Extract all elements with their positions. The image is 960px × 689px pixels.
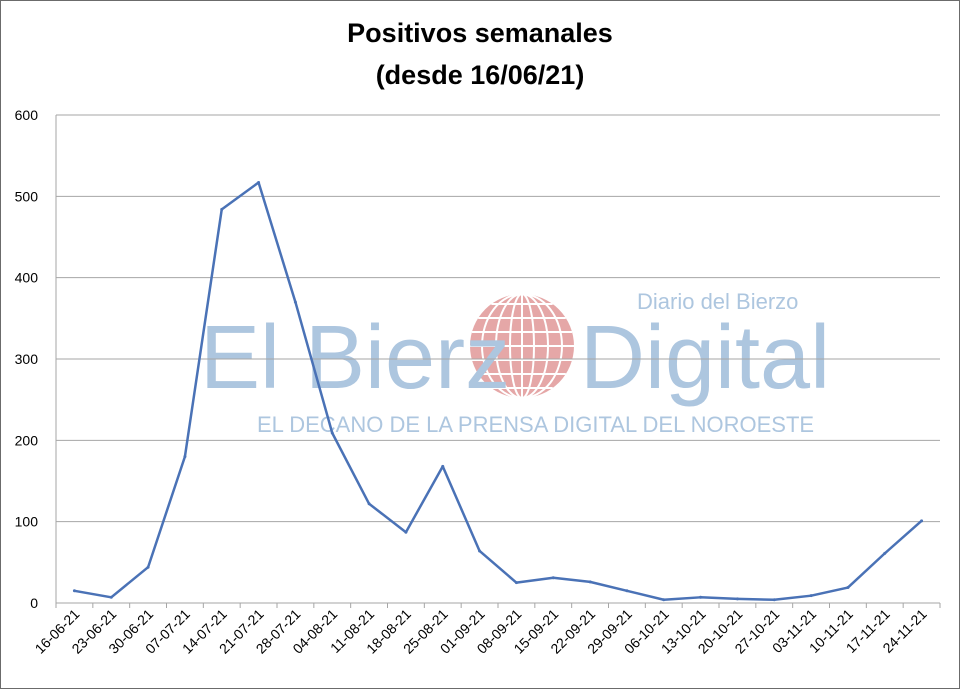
data-point [514,581,518,585]
data-point [588,580,592,584]
data-point [293,300,297,304]
watermark-brand-right: Digital [580,308,830,408]
y-tick-label: 600 [15,107,39,123]
data-point [183,455,187,459]
data-point [72,589,76,593]
data-point [109,595,113,599]
data-point [920,519,924,523]
y-tick-label: 0 [30,595,38,611]
y-tick-label: 500 [15,188,39,204]
data-point [257,181,261,185]
chart-title: Positivos semanales [347,18,613,48]
gridlines [56,114,940,523]
x-axis-ticks: 16-06-2123-06-2130-06-2107-07-2114-07-21… [32,603,941,657]
data-point [625,589,629,593]
data-point [662,598,666,602]
data-point [330,431,334,435]
watermark-small-text: Diario del Bierzo [637,289,798,314]
data-point [404,530,408,534]
data-point [220,207,224,211]
y-tick-label: 100 [15,514,39,530]
y-tick-label: 300 [15,351,39,367]
watermark-logo: El Bierz Digital Diario del Bierzo EL DE… [200,289,830,437]
data-point [551,576,555,580]
data-point [772,598,776,602]
data-point [735,597,739,601]
data-point [478,549,482,553]
y-tick-label: 400 [15,270,39,286]
data-point [367,502,371,506]
watermark-tagline: EL DECANO DE LA PRENSA DIGITAL DEL NOROE… [257,412,814,437]
watermark-brand-left: El Bierz [200,308,510,408]
data-point [809,594,813,598]
data-point [441,464,445,468]
y-tick-label: 200 [15,432,39,448]
y-axis-ticks: 0 100 200 300 400 500 600 [15,107,39,611]
chart-subtitle: (desde 16/06/21) [375,60,585,90]
series-line [74,181,923,601]
series-layer [72,181,924,602]
data-point [146,565,150,569]
data-point [699,595,703,599]
data-point [846,586,850,590]
data-point [883,551,887,555]
globe-icon [470,293,574,399]
